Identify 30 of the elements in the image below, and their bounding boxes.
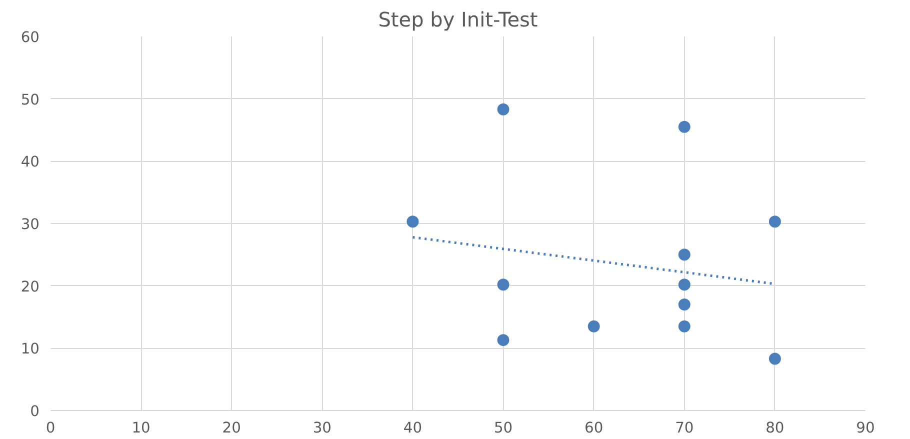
- x-tick-label: 80: [766, 420, 784, 436]
- y-tick-label: 60: [20, 29, 40, 46]
- point: [678, 298, 690, 311]
- y-tick-label: 0: [30, 403, 40, 420]
- x-tick-label: 90: [856, 420, 875, 436]
- point: [497, 334, 510, 346]
- point: [406, 216, 419, 228]
- point: [678, 320, 690, 332]
- point: [497, 278, 510, 291]
- x-tick-label: 40: [403, 420, 422, 436]
- point: [768, 216, 781, 228]
- x-tick-label: 10: [132, 420, 150, 436]
- x-tick-label: 30: [312, 420, 332, 436]
- y-tick-label: 20: [20, 278, 40, 296]
- y-tick-label: 30: [20, 216, 40, 233]
- y-tick-label: 50: [20, 91, 40, 108]
- point: [497, 103, 510, 116]
- point: [678, 278, 690, 291]
- x-tick-label: 50: [494, 420, 513, 436]
- chart-title: Step by Init-Test: [378, 8, 538, 32]
- x-tick-label: 70: [675, 420, 694, 436]
- x-tick-label: 20: [222, 420, 241, 436]
- point: [768, 352, 781, 365]
- y-tick-label: 10: [20, 340, 40, 358]
- point: [678, 248, 690, 261]
- point: [588, 320, 600, 332]
- y-tick-label: 40: [20, 154, 40, 171]
- x-tick-label: 0: [46, 420, 56, 436]
- point: [678, 120, 690, 133]
- x-tick-label: 60: [584, 420, 604, 436]
